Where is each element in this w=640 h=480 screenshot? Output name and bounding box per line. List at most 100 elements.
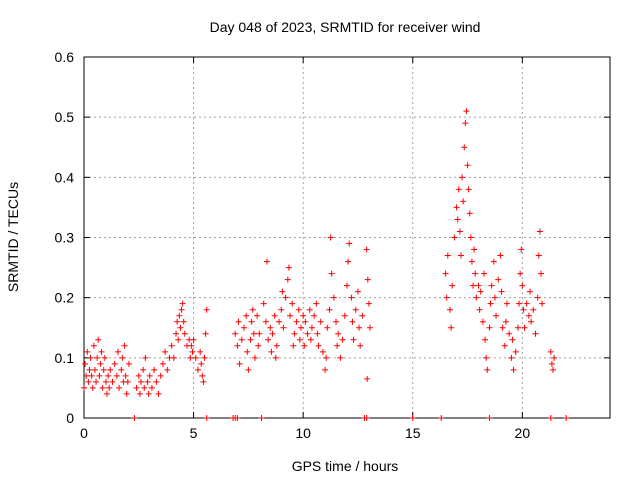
data-point [344,282,350,289]
data-point [268,348,275,355]
data-point [357,342,364,349]
data-point [243,312,250,319]
data-point [470,282,477,289]
y-tick-label: 0.5 [55,109,75,125]
data-point [528,318,535,325]
data-point [159,360,166,367]
data-point [516,300,523,307]
data-point [99,384,106,391]
data-point [164,366,171,373]
data-point [256,330,263,337]
data-point [200,378,207,385]
data-point [114,348,121,355]
x-tick-label: 20 [515,425,531,441]
data-point [140,366,147,373]
data-point [89,384,96,391]
data-point [365,300,372,307]
data-point [107,366,114,373]
data-point [364,375,371,382]
data-point [313,300,320,307]
data-point [116,384,123,391]
data-point [488,282,495,289]
data-point [503,300,510,307]
data-point [81,384,87,391]
data-point [509,336,516,343]
data-point [104,390,111,397]
data-point [532,330,539,337]
data-point [487,300,494,307]
data-point [499,324,506,331]
data-point [113,372,120,379]
data-point [502,318,509,325]
data-point [442,270,449,277]
data-point [178,306,185,313]
data-point [449,282,456,289]
data-point [356,324,363,331]
data-point [125,360,132,367]
data-point [517,270,524,277]
y-tick-label: 0.4 [55,169,75,185]
data-point [203,306,210,313]
x-tick-label: 5 [190,425,198,441]
data-point [122,372,129,379]
data-point [550,366,557,373]
data-point [96,372,103,379]
data-point [279,288,286,295]
data-point [346,240,353,247]
data-point [251,354,258,361]
data-point [95,336,102,343]
data-point [199,372,206,379]
data-point [337,354,344,361]
data-point [188,342,195,349]
data-point [472,270,479,277]
data-point [201,354,208,361]
data-point [244,348,251,355]
data-point [124,378,131,385]
data-point [240,324,247,331]
data-point [306,306,313,313]
data-point [148,384,155,391]
x-axis-ticks: 0 5 10 15 20 [80,57,530,441]
data-point [322,366,329,373]
data-point [119,354,126,361]
data-point [170,354,177,361]
data-point [473,294,480,301]
data-point [341,312,348,319]
data-point [84,348,91,355]
data-point [249,306,256,313]
data-point [460,198,467,205]
data-point [258,415,265,421]
data-point [352,306,359,313]
data-point [100,366,107,373]
y-tick-label: 0.1 [55,350,75,366]
data-point [189,348,196,355]
data-point [477,288,484,295]
data-point [262,318,269,325]
data-point [106,384,113,391]
data-point [144,378,151,385]
data-point [265,336,272,343]
data-point [551,354,558,361]
data-point [102,378,109,385]
data-point [409,415,416,421]
data-point [302,318,309,325]
data-point [179,300,186,307]
data-point [307,336,314,343]
data-point [461,144,468,151]
data-point [187,354,194,361]
data-point [190,336,197,343]
data-point [475,282,482,289]
data-point [438,415,445,421]
data-point [273,342,280,349]
data-point [521,324,528,331]
y-axis-label: SRMTID / TECUs [5,182,21,292]
data-point [174,318,181,325]
data-point [236,360,243,367]
data-point [497,252,504,259]
data-point [512,348,519,355]
data-point [105,372,112,379]
data-point [459,174,466,181]
data-point [510,366,517,373]
data-point [466,210,473,217]
